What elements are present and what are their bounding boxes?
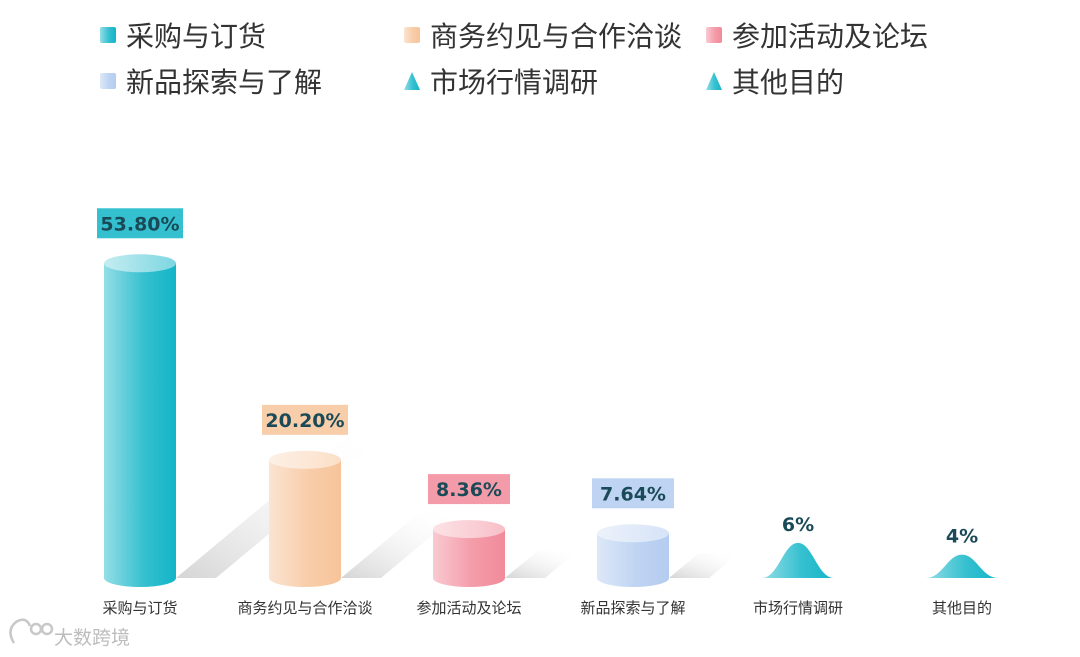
x-tick-label: 采购与订货	[102, 599, 177, 617]
legend-item: 参加活动及论坛	[706, 20, 928, 53]
value-label-box	[428, 474, 510, 505]
x-tick-label: 市场行情调研	[753, 599, 843, 617]
value-label: 7.64%	[600, 483, 666, 505]
bar	[433, 529, 505, 587]
value-label: 53.80%	[100, 213, 179, 235]
x-axis-labels: 采购与订货 商务约见与合作洽谈 参加活动及论坛 新品探索与了解 市场行情调研 其他目的	[102, 599, 992, 617]
legend-label: 新品探索与了解	[126, 66, 322, 99]
bars: 53.80% 20.20% 8.36% 7.64% 6% 4%	[97, 208, 998, 587]
bar	[762, 542, 834, 578]
bar-shadow	[341, 513, 459, 578]
bar-top	[433, 520, 505, 539]
value-label-box	[97, 208, 183, 239]
square-icon	[100, 27, 116, 43]
legend-label: 参加活动及论坛	[732, 20, 928, 53]
x-tick-label: 商务约见与合作洽谈	[237, 599, 372, 617]
legend-label: 商务约见与合作洽谈	[430, 20, 682, 53]
legend-item: 市场行情调研	[404, 66, 598, 99]
legend-label: 市场行情调研	[430, 66, 598, 99]
bar-top	[104, 254, 176, 273]
x-tick-label: 其他目的	[932, 599, 992, 617]
bar	[926, 554, 998, 578]
triangle-icon	[706, 72, 722, 90]
value-label: 8.36%	[436, 479, 502, 501]
bar	[269, 459, 341, 587]
value-label: 6%	[782, 514, 814, 536]
value-label: 20.20%	[265, 410, 344, 432]
legend-item: 新品探索与了解	[100, 66, 322, 99]
x-tick-label: 参加活动及论坛	[416, 599, 521, 617]
bar-top	[269, 450, 341, 469]
legend-label: 采购与订货	[126, 20, 266, 53]
value-label: 4%	[946, 526, 978, 548]
legend-item: 商务约见与合作洽谈	[404, 20, 682, 53]
bar	[597, 533, 669, 587]
bar	[104, 263, 176, 587]
logo-icon	[9, 618, 54, 644]
legend-item: 采购与订货	[100, 20, 266, 53]
value-label-box	[262, 404, 348, 435]
x-tick-label: 新品探索与了解	[580, 599, 685, 617]
value-label-box	[592, 478, 674, 509]
square-icon	[706, 27, 722, 43]
legend-label: 其他目的	[732, 66, 844, 99]
legend-item: 其他目的	[706, 66, 844, 99]
triangle-icon	[404, 72, 420, 90]
watermark: 大数跨境	[9, 618, 130, 649]
bar-shadow	[669, 553, 739, 578]
watermark-text: 大数跨境	[54, 627, 130, 649]
square-icon	[100, 73, 116, 89]
bar-shadow	[505, 551, 578, 578]
bar-top	[597, 524, 669, 543]
square-icon	[404, 27, 420, 43]
